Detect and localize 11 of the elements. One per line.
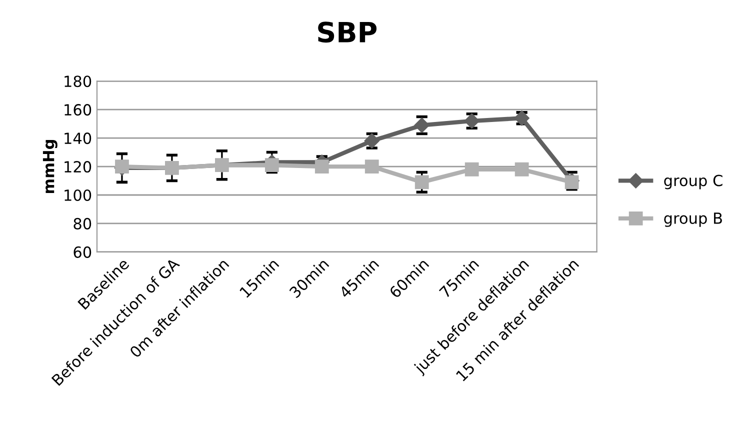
y-tick-label: 100 — [64, 189, 92, 202]
y-axis-title: mmHg — [42, 140, 58, 194]
y-tick-label: 60 — [74, 246, 92, 258]
y-tick-label: 160 — [64, 104, 92, 116]
y-tick-label: 180 — [64, 76, 92, 88]
chart-title: SBP — [318, 22, 377, 43]
legend-label: group B — [664, 212, 722, 227]
legend-label: group C — [664, 174, 722, 190]
y-tick-label: 140 — [64, 132, 92, 144]
y-tick-label: 80 — [74, 218, 92, 230]
y-tick-label: 120 — [64, 160, 92, 173]
